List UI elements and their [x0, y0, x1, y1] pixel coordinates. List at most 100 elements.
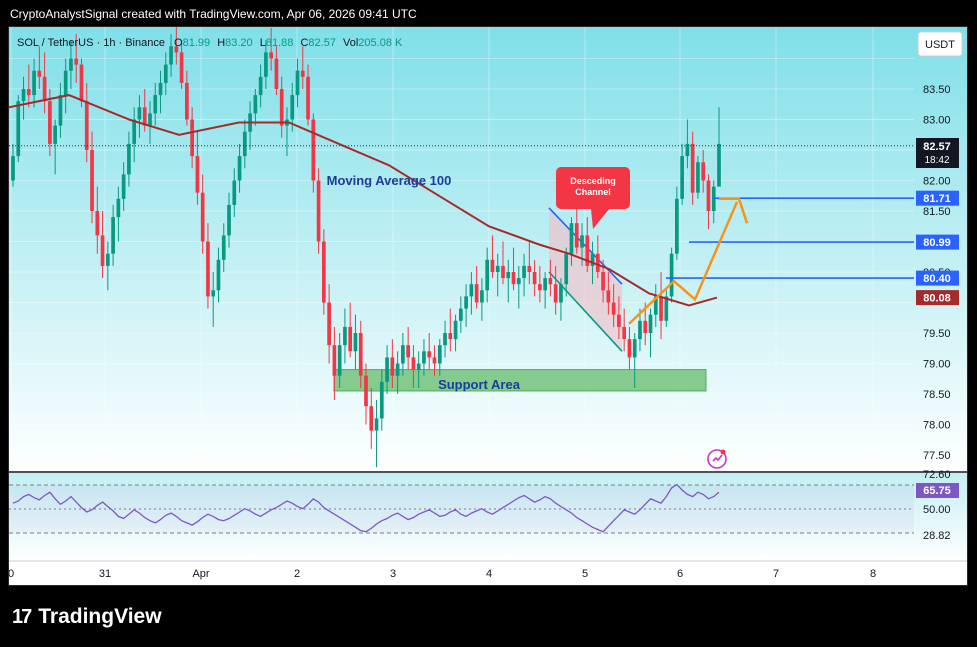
- candle: [195, 131, 200, 205]
- candle: [84, 82, 89, 163]
- candle: [42, 52, 47, 114]
- tradingview-wordmark: TradingView: [38, 605, 162, 628]
- candle: [353, 314, 358, 370]
- candle: [95, 186, 100, 254]
- candle: [532, 259, 537, 297]
- candle: [32, 58, 36, 108]
- candle: [516, 265, 521, 309]
- candle: [390, 339, 395, 388]
- candle: [26, 64, 31, 108]
- candle: [21, 76, 26, 120]
- candle: [242, 119, 247, 169]
- alert-icon[interactable]: [707, 449, 727, 469]
- price-tick-label: 83.00: [923, 115, 951, 127]
- candle: [522, 253, 526, 297]
- candle: [311, 113, 316, 193]
- candle: [300, 46, 305, 89]
- candle: [574, 204, 579, 254]
- candle: [606, 272, 611, 315]
- time-tick-label: 2: [294, 568, 300, 580]
- candle: [685, 119, 690, 169]
- candle: [105, 241, 110, 291]
- rsi-lower-value: 28.82: [923, 530, 951, 542]
- candle: [369, 387, 374, 449]
- candle: [696, 156, 700, 199]
- support-area-zone[interactable]: [333, 369, 707, 392]
- candle: [306, 64, 310, 126]
- time-axis[interactable]: 0 31 Apr 2 3 4 5 6 7 8: [8, 568, 876, 580]
- candle: [553, 265, 558, 315]
- current-price-value: 82.57: [923, 141, 951, 153]
- candle: [669, 247, 674, 303]
- candle: [585, 217, 590, 272]
- moving-average-100-line: [8, 94, 718, 307]
- candle: [327, 284, 331, 364]
- candle: [343, 308, 347, 364]
- candle: [53, 119, 57, 175]
- candle: [258, 64, 263, 108]
- time-tick-label: 0: [9, 568, 14, 580]
- candle: [690, 131, 695, 205]
- candle: [69, 40, 73, 89]
- svg-text:SOL / TetherUS · 1h · Binance: SOL / TetherUS · 1h · Binance O81.99 H83…: [17, 37, 403, 49]
- candle: [490, 235, 495, 279]
- candle: [511, 247, 516, 291]
- candle: [559, 278, 563, 321]
- price-grid: [9, 58, 914, 456]
- symbol-header[interactable]: SOL / TetherUS · 1h · Binance O81.99 H83…: [17, 37, 403, 49]
- candle: [622, 308, 627, 352]
- support-area-label: Support Area: [438, 377, 521, 392]
- candle: [100, 211, 105, 279]
- candle: [174, 21, 179, 65]
- price-tick-label: 79.50: [923, 328, 951, 340]
- bar-countdown: 18:42: [924, 155, 949, 166]
- candle: [453, 314, 458, 352]
- candle: [158, 70, 163, 114]
- candle: [595, 235, 600, 279]
- time-tick-label: 7: [773, 568, 779, 580]
- candle: [401, 333, 405, 376]
- candle: [385, 345, 389, 394]
- price-axis[interactable]: 83.5083.0082.0081.5080.5079.5079.0078.50…: [923, 84, 951, 462]
- candle: [295, 58, 300, 108]
- candle: [169, 34, 173, 77]
- chart-frame[interactable]: Support Area Moving Average 100 Descedin…: [8, 21, 968, 586]
- candle: [437, 339, 442, 376]
- currency-button-label: USDT: [925, 39, 955, 51]
- candle: [443, 320, 447, 358]
- candle: [411, 345, 416, 388]
- candle: [406, 326, 410, 370]
- currency-button[interactable]: USDT: [917, 31, 963, 57]
- candle: [680, 143, 684, 205]
- time-tick-label: 4: [486, 568, 492, 580]
- candle: [548, 259, 553, 297]
- projection-arrow[interactable]: [628, 201, 739, 325]
- price-tick-label: 78.00: [923, 420, 951, 432]
- price-tick-label: 78.50: [923, 389, 951, 401]
- candle: [648, 308, 653, 358]
- price-tick-label: 79.00: [923, 359, 951, 371]
- candle: [58, 82, 63, 138]
- projection-arrow-head: [719, 197, 749, 224]
- chart-canvas[interactable]: Support Area Moving Average 100 Descedin…: [8, 21, 967, 585]
- high-value: 83.20: [225, 37, 253, 49]
- price-tick-label: 83.50: [923, 84, 951, 96]
- candle: [395, 351, 400, 394]
- candle: [543, 272, 547, 309]
- candle: [458, 296, 463, 333]
- candlestick-series: [11, 21, 721, 468]
- candle: [316, 168, 321, 254]
- time-tick-label: Apr: [192, 568, 209, 580]
- candle: [611, 284, 616, 327]
- level-badge-2: 80.99: [916, 234, 959, 250]
- candle: [237, 143, 242, 193]
- candle: [675, 186, 679, 260]
- candle: [132, 107, 137, 163]
- candle: [163, 52, 168, 96]
- candle: [274, 46, 279, 96]
- candle: [448, 308, 453, 352]
- descending-channel[interactable]: [549, 207, 622, 352]
- candle: [485, 247, 490, 303]
- candle: [632, 333, 637, 388]
- candle: [221, 223, 226, 272]
